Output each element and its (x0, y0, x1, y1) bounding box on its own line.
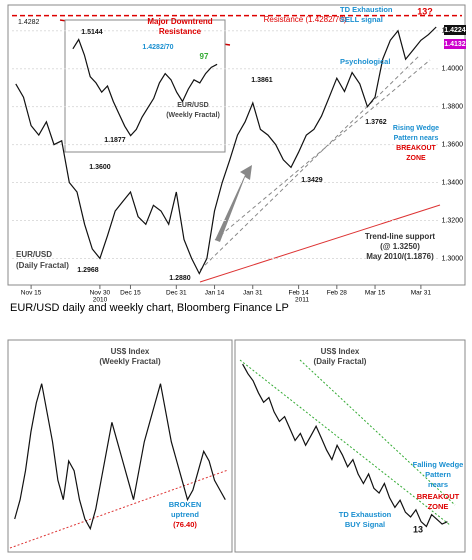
annotation: Trend-line support (365, 232, 436, 241)
annotation: TD Exhaustion (340, 5, 393, 14)
wedge-lower (214, 59, 431, 241)
annotation: 13? (417, 6, 433, 16)
annotation: uptrend (171, 510, 199, 519)
annotation: May 2010/(1.1876) (366, 252, 434, 261)
annotation: 1.3762 (365, 119, 387, 126)
x-tick-label: Nov 30 (90, 290, 111, 297)
wedge-green-2 (299, 359, 456, 506)
y-tick-label: 1.3800 (442, 104, 464, 111)
annotation: nears (428, 480, 448, 489)
x-tick-label: Dec 31 (166, 290, 187, 297)
y-tick-label: 1.3200 (442, 217, 464, 224)
annotation: 1.2880 (169, 275, 191, 282)
x-tick-label: Mar 15 (365, 290, 386, 297)
price-line (72, 38, 218, 137)
annotation: BREAKOUT (417, 492, 460, 501)
price-line (14, 383, 226, 531)
annotation: 1.2968 (77, 267, 99, 274)
annotation: Falling Wedge (413, 460, 464, 469)
bl-frame (7, 339, 233, 553)
annotation: 1.3600 (89, 164, 111, 171)
annotation: 1.4282/70 (142, 44, 173, 51)
x-tick-label: Nov 15 (21, 290, 42, 297)
wedge-upper (199, 54, 421, 271)
annotation: Resistance (159, 27, 202, 36)
x-tick-label: Jan 31 (243, 290, 263, 297)
annotation: Rising Wedge (393, 125, 439, 132)
annotation: 13 (413, 524, 423, 534)
x-tick-label: Feb 28 (327, 290, 348, 297)
last-box (444, 25, 466, 35)
annotation: 1.3429 (301, 177, 323, 184)
y-tick-label: 1.3600 (442, 141, 464, 148)
annotation: 1.1877 (104, 137, 126, 144)
annotation: BROKEN (169, 500, 202, 509)
annotation: Psychological (340, 57, 390, 66)
y-tick-label: 1.4000 (442, 66, 464, 73)
annotation: BREAKOUT (396, 145, 436, 152)
annotation: Resistance (1.4282/70) (264, 15, 347, 24)
x-tick-label: Feb 14 (288, 290, 309, 297)
annotation: (Daily Fractal) (16, 261, 69, 270)
low-box (444, 39, 466, 49)
annotation: EUR/USD (16, 250, 52, 259)
annotation: ZONE (406, 155, 426, 162)
wedge-green (239, 359, 451, 526)
annotation: (76.40) (173, 520, 197, 529)
annotation: BUY Signal (345, 520, 385, 529)
annotation: 1.4282 (18, 19, 40, 26)
annotation: Pattern (425, 470, 451, 479)
annotation: ZONE (428, 502, 449, 511)
annotation: SELL signal (340, 15, 383, 24)
annotation: US$ Index (321, 347, 360, 356)
arrow (215, 165, 252, 242)
annotation: (Weekly Fractal) (99, 357, 161, 366)
trend-support (199, 204, 441, 283)
caption: EUR/USD daily and weekly chart, Bloomber… (10, 302, 289, 314)
inset-frame (64, 19, 226, 153)
annotation: Major Downtrend (147, 17, 212, 26)
price-line (242, 363, 448, 528)
x-tick-label: Dec 15 (120, 290, 141, 297)
year-label: 2011 (295, 297, 309, 304)
annotation: Pattern nears (394, 135, 439, 142)
annotation: EUR/USD (177, 102, 209, 109)
annotation: 1.4132 (444, 41, 466, 48)
annotation: US$ Index (111, 347, 150, 356)
annotation: 1.4224 (444, 27, 466, 34)
annotation: (Weekly Fractal) (166, 112, 220, 119)
x-tick-label: Mar 31 (411, 290, 432, 297)
annotation: TD Exhaustion (339, 510, 392, 519)
annotation: (Daily Fractal) (314, 357, 367, 366)
x-tick-label: Jan 14 (205, 290, 225, 297)
annotation: 1.5144 (81, 29, 103, 36)
uptrend-line (9, 469, 229, 549)
price-line (15, 26, 437, 275)
year-label: 2010 (93, 297, 108, 304)
br-frame (234, 339, 466, 553)
y-tick-label: 1.3000 (442, 255, 464, 262)
annotation: 1.3861 (251, 77, 273, 84)
annotation: (@ 1.3250) (380, 242, 420, 251)
y-tick-label: 1.3400 (442, 179, 464, 186)
annotation: 97 (200, 52, 209, 61)
